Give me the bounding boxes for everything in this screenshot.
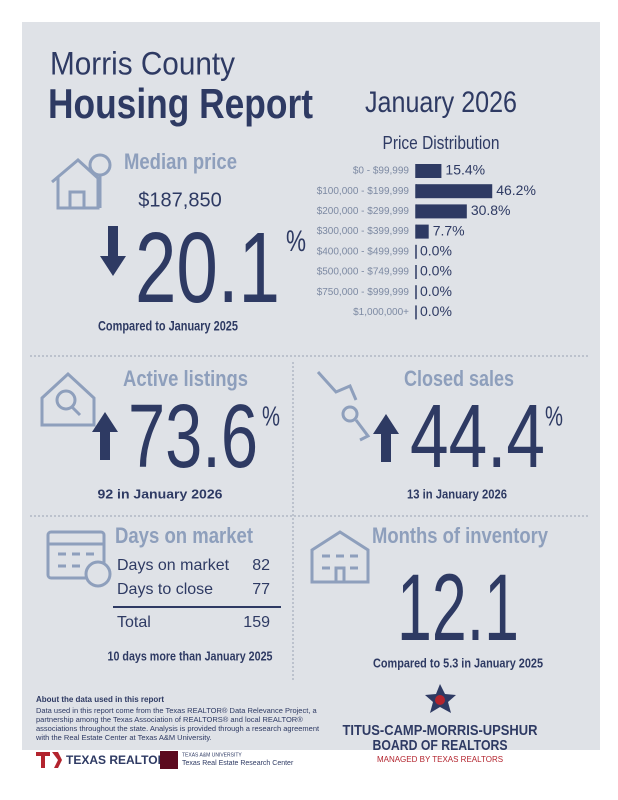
median-price: $187,850: [138, 189, 221, 211]
about-title: About the data used in this report: [36, 695, 164, 704]
category-label: $400,000 - $499,999: [317, 246, 410, 257]
section-label: Closed sales: [404, 366, 514, 391]
building-icon: [310, 530, 370, 584]
category-label: $300,000 - $399,999: [317, 226, 410, 237]
about-line: Data used in this report come from the T…: [36, 706, 317, 715]
bar: [416, 164, 442, 178]
row-value: 159: [243, 614, 270, 631]
am-university: TEXAS A&M UNIVERSITY: [182, 752, 242, 758]
am-center: Texas Real Estate Research Center: [182, 760, 294, 767]
row-label: Days to close: [117, 581, 213, 598]
bar: [416, 184, 493, 199]
note: 92 in January 2026: [98, 486, 223, 501]
panel: [22, 22, 600, 750]
managed-by: MANAGED BY TEXAS REALTORS: [377, 755, 503, 764]
note: 10 days more than January 2025: [108, 648, 273, 663]
up-arrow: [92, 412, 118, 460]
board-name: BOARD OF REALTORS: [373, 737, 508, 754]
note: 13 in January 2026: [407, 486, 507, 501]
key-hand-icon: [316, 370, 371, 442]
change-unit: %: [545, 400, 563, 431]
report-month: January 2026: [365, 86, 517, 119]
house-tree-icon: [51, 153, 112, 210]
about-text: Data used in this report come from the T…: [35, 706, 320, 742]
search-house-icon: [40, 371, 96, 427]
value-label: 0.0%: [420, 303, 452, 319]
value-label: 0.0%: [420, 283, 452, 299]
category-label: $100,000 - $199,999: [317, 186, 410, 197]
value-label: 0.0%: [420, 243, 452, 259]
price-distribution-chart: $0 - $99,999 15.4% $100,000 - $199,999 46.2…: [317, 162, 536, 320]
category-label: $500,000 - $749,999: [317, 267, 410, 278]
section-label: Months of inventory: [372, 523, 549, 548]
texas-realtors: TEXAS REALTORS: [66, 753, 174, 767]
board-name: TITUS-CAMP-MORRIS-UPSHUR: [343, 722, 538, 739]
row-value: 77: [252, 581, 270, 598]
section-label: Active listings: [123, 366, 248, 391]
up-arrow: [373, 414, 399, 462]
bar: [416, 224, 429, 239]
value-label: 0.0%: [420, 263, 452, 279]
about-line: with the Real Estate Center at Texas A&M…: [35, 733, 212, 742]
change-value: 20.1: [135, 212, 280, 324]
report-title: Housing Report: [48, 80, 313, 127]
down-arrow: [100, 226, 126, 276]
value-label: 15.4%: [445, 162, 485, 178]
change-unit: %: [286, 225, 306, 258]
row-label: Days on market: [117, 557, 230, 574]
category-label: $200,000 - $299,999: [317, 206, 410, 217]
tr-logo: [36, 752, 62, 768]
section-label: Median price: [124, 149, 237, 174]
value-label: 7.7%: [433, 222, 465, 238]
calendar-icon: [46, 530, 112, 588]
inventory-value: 12.1: [397, 555, 519, 661]
am-logo: [160, 751, 178, 769]
value-label: 30.8%: [471, 202, 511, 218]
note: Compared to 5.3 in January 2025: [373, 655, 543, 670]
board-logo: [425, 684, 456, 713]
category-label: $1,000,000+: [353, 307, 409, 318]
value-label: 46.2%: [496, 182, 536, 198]
change-value: 73.6: [128, 387, 258, 487]
bar: [416, 204, 467, 219]
row-label: Total: [117, 614, 151, 631]
comparison: Compared to January 2025: [98, 318, 238, 334]
county: Morris County: [50, 45, 235, 81]
about-line: partnership among the Texas Association …: [36, 715, 303, 724]
category-label: $750,000 - $999,999: [317, 287, 410, 298]
change-value: 44.4: [410, 387, 545, 487]
category-label: $0 - $99,999: [353, 166, 410, 177]
about-line: associations throughout the state. Analy…: [36, 724, 320, 733]
row-value: 82: [252, 557, 270, 574]
section-label: Days on market: [115, 523, 254, 548]
chart-title: Price Distribution: [383, 133, 500, 153]
change-unit: %: [262, 400, 280, 431]
